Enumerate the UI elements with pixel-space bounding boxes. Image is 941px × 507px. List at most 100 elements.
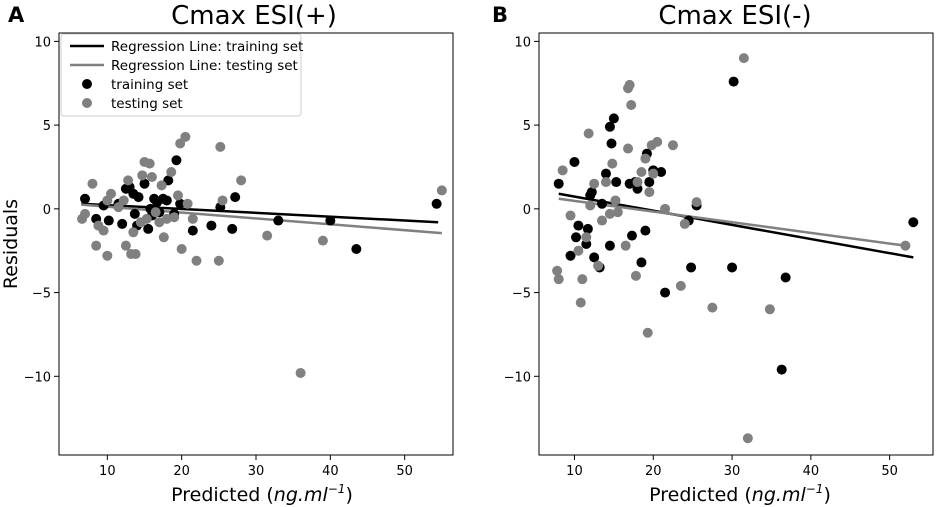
panel-b-testing-point (632, 177, 643, 188)
panel-b-testing-point (573, 245, 584, 256)
panel-b-testing-point (620, 240, 631, 251)
panel-b-testing-point (610, 195, 621, 206)
panel-b-testing-point (552, 265, 563, 276)
panel-b-testing-point (626, 100, 637, 111)
panel-a-testing-point (176, 244, 187, 255)
panel-b-training-point (604, 240, 615, 251)
panel-b-testing-point (565, 210, 576, 221)
panel-a-testing-point (150, 207, 161, 218)
y-tick-label: −10 (504, 370, 531, 385)
panel-b-testing-point (644, 187, 655, 198)
panel-b-training-point (597, 198, 608, 209)
x-label-suffix: ) (345, 484, 352, 506)
panel-a-training-point (171, 155, 182, 166)
panel-a-ticks: 10 20 30 40 50 −10 −5 0 5 10 (24, 35, 413, 479)
panel-b-training-point (727, 262, 738, 273)
panel-b-testing-point (583, 128, 594, 139)
panel-a-testing-point (295, 367, 306, 378)
panel-b-training-point (586, 187, 597, 198)
y-tick-label: 10 (34, 35, 51, 50)
x-tick-label: 20 (645, 464, 662, 479)
panel-b-frame (538, 32, 934, 456)
panel-b-testing-point (707, 302, 718, 313)
panel-b-training-point (565, 250, 576, 261)
panel-a-testing-point (161, 213, 172, 224)
x-tick-label: 10 (99, 464, 116, 479)
panel-b-testing-point (679, 218, 690, 229)
panel-b-testing-point (623, 143, 634, 154)
panel-a-testing-point (106, 188, 117, 199)
legend-label: training set (111, 77, 188, 93)
panel-a-training-point (431, 198, 442, 209)
panel-b-testing-point (593, 260, 604, 271)
y-tick-label: 5 (523, 119, 531, 134)
x-tick-label: 30 (724, 464, 741, 479)
panel-a-testing-regression-line (81, 203, 442, 235)
panel-b-testing-point (642, 327, 653, 338)
panel-b-letter: B (492, 3, 508, 27)
panel-a-testing-point (191, 255, 202, 266)
panel-a-training-point (117, 218, 128, 229)
panel-b-training-point (569, 156, 580, 167)
x-label-prefix: Predicted ( (171, 484, 274, 506)
panel-b-training-point (686, 262, 697, 273)
x-label-unit: ng.ml (274, 484, 329, 506)
panel-b-training-point (626, 230, 637, 241)
panel-b-testing-point (675, 280, 686, 291)
panel-a-testing-point (91, 240, 102, 251)
panel-b-testing-point (597, 215, 608, 226)
panel-b-training-point (608, 113, 619, 124)
panel-a-testing-point (144, 158, 155, 169)
panel-a-testing-point (146, 172, 157, 183)
panel-b-training-point (660, 287, 671, 298)
panel-b-testing-point (577, 274, 588, 285)
panel-b-training-point (600, 168, 611, 179)
x-tick-label: 40 (322, 464, 339, 479)
legend-label: Regression Line: testing set (111, 58, 298, 74)
panel-a-training-point (143, 223, 154, 234)
x-tick-label: 40 (803, 464, 820, 479)
panel-a-training-point (103, 215, 114, 226)
panel-b-testing-point (648, 168, 659, 179)
panel-b-testing-point (604, 208, 615, 219)
panel-b-training-point (611, 177, 622, 188)
panel-b-testing-point (600, 177, 611, 188)
panel-b-training-point (571, 232, 582, 243)
panel-a-title: Cmax ESI(+) (171, 1, 337, 31)
panel-a-training-point (175, 198, 186, 209)
panel-b-testing-point (553, 274, 564, 285)
panel-b-training-point (776, 364, 787, 375)
panel-b-testing-point (607, 158, 618, 169)
panel-a-training-point (325, 215, 336, 226)
panel-b-x-axis-label: Predicted (ng.ml−1) (649, 482, 831, 506)
panel-a-testing-point (102, 250, 113, 261)
legend-testing-marker (82, 98, 92, 108)
panel-b-testing-point (612, 207, 623, 218)
panel-a-testing-point (87, 178, 98, 189)
y-axis-label: Residuals (0, 199, 22, 289)
panel-a-points (77, 131, 447, 378)
panel-b-testing-point (636, 166, 647, 177)
panel-a-training-point (227, 223, 238, 234)
y-tick-label: 0 (43, 203, 51, 218)
y-tick-label: 5 (43, 119, 51, 134)
panel-b-training-point (656, 166, 667, 177)
panel-a-training-point (139, 178, 150, 189)
panel-b-training-point (604, 121, 615, 132)
panel-b-testing-point (738, 53, 749, 64)
panel-b-ticks: 10 20 30 40 50 −10 −5 0 5 10 (504, 35, 898, 479)
panel-a-testing-point (169, 212, 180, 223)
panel-b-testing-point (667, 140, 678, 151)
panel-b-testing-point (585, 200, 596, 211)
legend-training-marker (82, 79, 92, 89)
panel-b-training-point (644, 177, 655, 188)
panel-a-testing-point (215, 141, 226, 152)
panel-b-testing-point (640, 153, 651, 164)
panel-b-points (552, 53, 919, 444)
panel-a-plot: 10 20 30 40 50 −10 −5 0 5 10 (24, 32, 454, 479)
panel-b-training-point (728, 76, 739, 87)
panel-b-training-point (582, 223, 593, 234)
panel-a-training-point (187, 225, 198, 236)
legend-box (60, 33, 302, 117)
